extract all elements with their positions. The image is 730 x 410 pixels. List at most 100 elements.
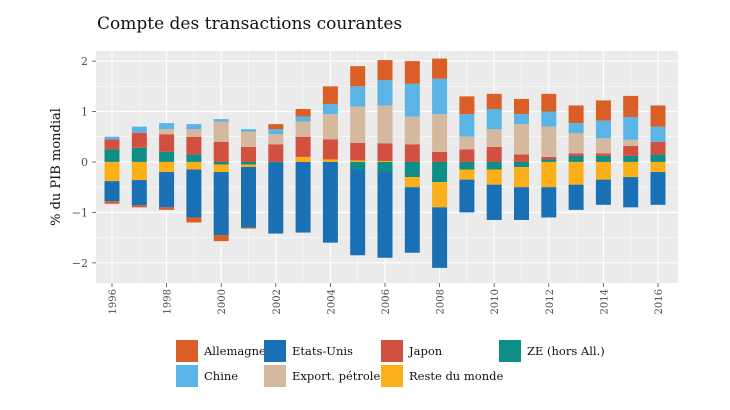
bar-segment: [213, 141, 229, 162]
legend-item: Japon: [381, 340, 442, 362]
bar-segment: [350, 142, 366, 161]
bar-segment: [432, 207, 448, 268]
bar-segment: [404, 61, 420, 84]
bar-segment: [514, 114, 529, 125]
x-tick-label: 2008: [436, 289, 447, 314]
bar-segment: [623, 117, 639, 140]
bar-segment: [322, 86, 338, 104]
bar-segment: [377, 161, 393, 173]
bar-segment: [322, 103, 338, 115]
bar-segment: [514, 161, 529, 167]
bar-segment: [568, 133, 584, 154]
bar-segment: [404, 187, 420, 253]
bar-segment: [595, 100, 611, 121]
bar-segment: [350, 161, 366, 170]
bar-segment: [377, 80, 393, 106]
bar-segment: [650, 105, 666, 127]
bar-segment: [186, 161, 202, 170]
bar-segment: [350, 86, 366, 107]
bar-segment: [404, 177, 420, 188]
bar-segment: [568, 123, 584, 134]
bar-segment: [377, 172, 393, 258]
bar-segment: [295, 116, 311, 122]
bar-segment: [486, 169, 502, 185]
x-tick-label: 2014: [599, 289, 610, 314]
y-tick-label: 1: [81, 106, 88, 119]
bar-segment: [213, 235, 229, 242]
bar-segment: [377, 160, 393, 162]
bar-segment: [131, 161, 147, 181]
bar-segment: [131, 205, 147, 208]
bar-segment: [623, 95, 639, 118]
bar-segment: [159, 151, 175, 162]
bar-segment: [514, 98, 529, 115]
bar-segment: [486, 161, 502, 170]
bar-segment: [322, 139, 338, 160]
bar-segment: [623, 139, 639, 146]
bar-segment: [541, 93, 557, 112]
legend-label: Etats-Unis: [292, 344, 353, 358]
bar-segment: [459, 161, 475, 170]
bar-segment: [186, 217, 202, 223]
bar-segment: [104, 136, 120, 140]
bar-segment: [623, 155, 639, 162]
x-tick-label: 2004: [326, 289, 337, 314]
bar-segment: [104, 161, 120, 182]
bar-segment: [159, 172, 175, 208]
bar-segment: [131, 132, 147, 148]
bar-segment: [432, 182, 448, 208]
bar-segment: [432, 58, 448, 79]
legend-label: Reste du monde: [409, 369, 504, 383]
bar-segment: [295, 121, 311, 137]
bar-segment: [104, 181, 120, 202]
bar-segment: [650, 161, 666, 173]
bar-segment: [186, 154, 202, 162]
bar-segment: [350, 106, 366, 143]
bar-segment: [322, 114, 338, 140]
bar-segment: [268, 124, 284, 130]
x-tick-label: 2016: [654, 289, 665, 314]
bar-segment: [459, 136, 475, 150]
bar-segment: [568, 155, 584, 162]
bar-segment: [623, 145, 639, 156]
y-axis-label: % du PIB mondial: [49, 108, 64, 226]
legend-label: ZE (hors All.): [527, 344, 605, 358]
x-tick-label: 2002: [272, 289, 283, 314]
legend-label: Japon: [409, 344, 443, 358]
bar-segment: [241, 161, 256, 165]
bar-segment: [595, 179, 611, 205]
bar-segment: [322, 159, 338, 162]
bar-segment: [295, 109, 311, 117]
bar-segment: [377, 143, 393, 161]
bar-segment: [213, 164, 229, 173]
bar-segment: [159, 134, 175, 152]
bar-segment: [486, 93, 502, 109]
bar-segment: [595, 155, 611, 162]
x-tick-label: 2006: [381, 289, 392, 314]
bar-segment: [241, 164, 256, 167]
legend-label: Export. pétrole: [292, 369, 381, 383]
bar-segment: [514, 154, 529, 162]
bar-segment: [159, 161, 175, 173]
bar-segment: [268, 144, 284, 162]
y-tick-label: 2: [81, 55, 88, 68]
x-tick-label: 2000: [217, 289, 228, 314]
bar-segment: [459, 96, 475, 115]
legend-label: Allemagne: [204, 344, 266, 358]
bar-segment: [514, 187, 529, 220]
y-tick-label: −2: [72, 257, 88, 270]
bar-segment: [623, 177, 639, 208]
bar-segment: [241, 129, 256, 132]
legend-swatch: [381, 340, 403, 362]
bar-segment: [186, 129, 202, 137]
bar-segment: [131, 180, 147, 206]
bar-segment: [486, 109, 502, 130]
bar-segment: [350, 169, 366, 256]
bar-segment: [541, 111, 557, 127]
bar-segment: [650, 154, 666, 162]
bar-segment: [268, 162, 284, 234]
bar-segment: [131, 126, 147, 133]
bar-segment: [404, 83, 420, 117]
bar-segment: [541, 156, 557, 160]
bar-segment: [295, 156, 311, 162]
